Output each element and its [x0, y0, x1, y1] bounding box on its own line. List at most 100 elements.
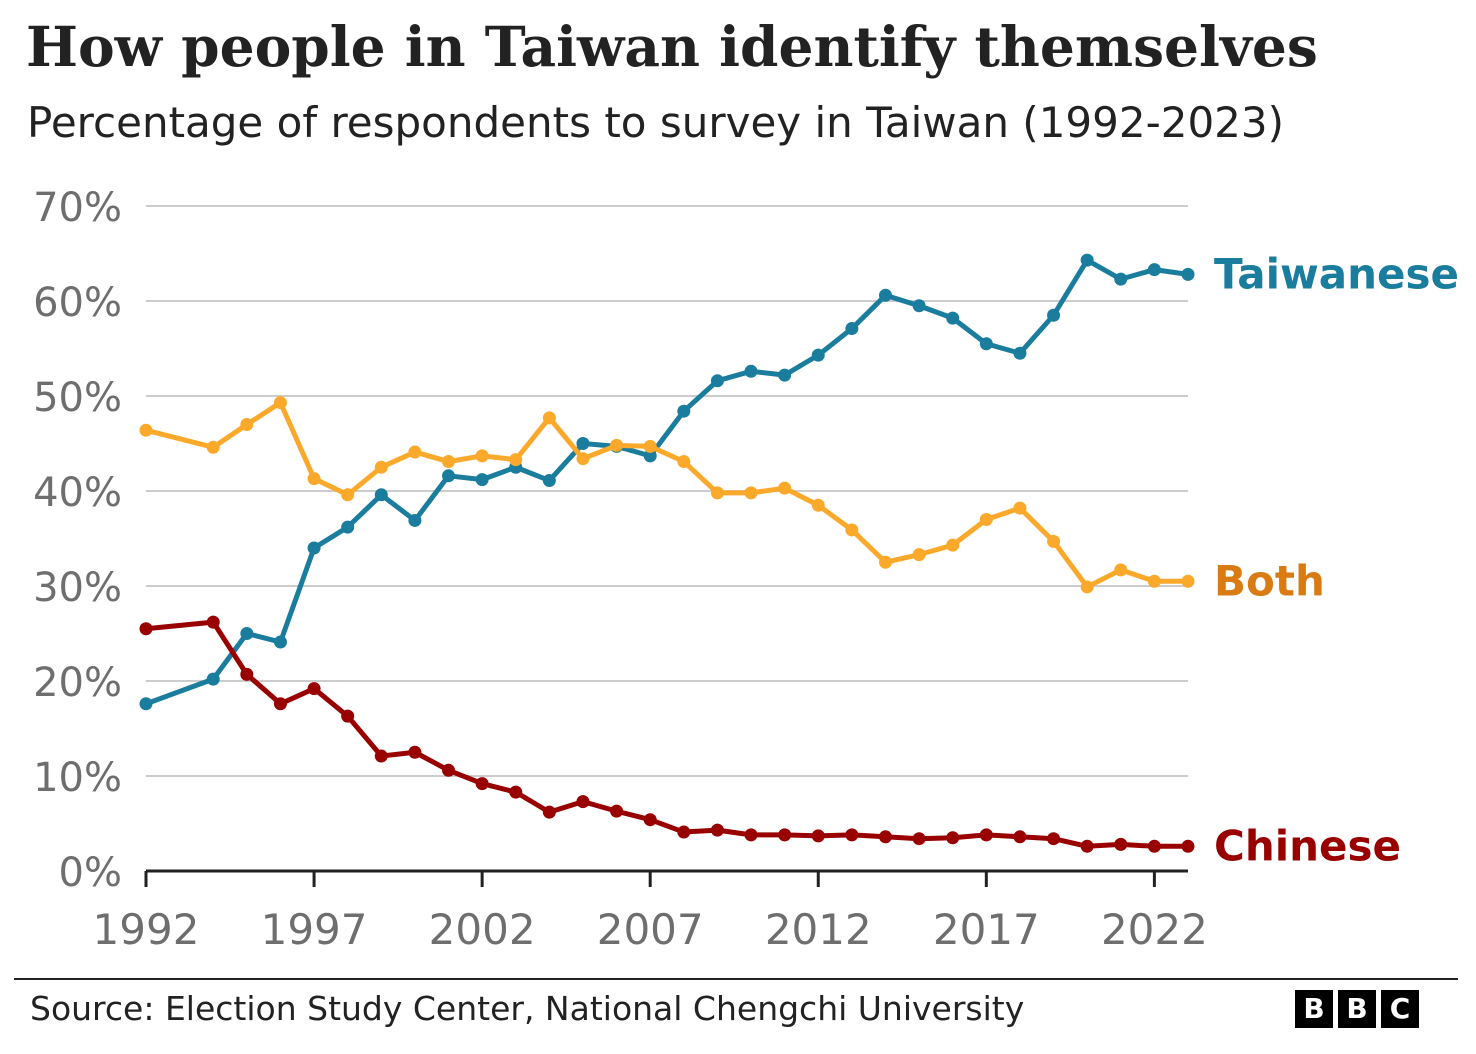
data-point-chinese: [811, 829, 825, 843]
data-point-both: [610, 438, 624, 452]
data-point-both: [341, 488, 355, 502]
x-tick-label: 2007: [597, 905, 704, 954]
data-point-taiwanese: [240, 627, 254, 640]
data-point-taiwanese: [912, 299, 926, 313]
data-point-chinese: [778, 828, 792, 842]
data-point-chinese: [643, 813, 657, 827]
data-point-taiwanese: [1181, 267, 1195, 281]
data-point-chinese: [710, 823, 724, 837]
footer-divider: [14, 978, 1458, 980]
data-point-taiwanese: [139, 697, 153, 711]
x-tick-label: 1992: [93, 905, 200, 954]
data-point-taiwanese: [442, 469, 456, 483]
y-tick-label: 30%: [33, 565, 122, 611]
data-point-chinese: [475, 777, 489, 791]
data-point-both: [206, 440, 220, 454]
data-point-taiwanese: [979, 337, 993, 351]
data-point-taiwanese: [778, 368, 792, 382]
series-line-taiwanese: [143, 257, 1191, 707]
data-point-chinese: [878, 830, 892, 844]
data-point-taiwanese: [878, 288, 892, 302]
data-point-taiwanese: [710, 374, 724, 388]
data-point-taiwanese: [845, 322, 859, 336]
data-point-both: [643, 439, 657, 453]
data-point-taiwanese: [946, 311, 960, 325]
y-tick-label: 50%: [33, 375, 122, 421]
data-point-both: [576, 452, 590, 466]
y-tick-label: 0%: [59, 850, 122, 896]
data-point-chinese: [1181, 839, 1195, 853]
data-point-chinese: [240, 667, 254, 681]
data-point-taiwanese: [677, 404, 691, 418]
data-point-taiwanese: [1080, 253, 1094, 267]
series-label-taiwanese: Taiwanese: [1214, 249, 1459, 298]
data-point-chinese: [1114, 837, 1128, 851]
logo-letter-b2: B: [1338, 990, 1376, 1028]
y-tick-label: 40%: [33, 470, 122, 516]
bbc-logo: B B C: [1295, 990, 1419, 1028]
data-point-both: [811, 498, 825, 512]
data-point-chinese: [341, 709, 355, 723]
data-point-chinese: [912, 832, 926, 846]
chart-subtitle: Percentage of respondents to survey in T…: [27, 98, 1285, 147]
data-point-both: [946, 538, 960, 552]
y-tick-label: 10%: [33, 755, 122, 801]
series-line-chinese: [143, 619, 1191, 849]
data-point-taiwanese: [374, 488, 388, 502]
data-point-both: [979, 513, 993, 526]
data-point-both: [1147, 574, 1161, 588]
data-point-both: [374, 460, 388, 474]
data-point-both: [710, 486, 724, 500]
data-point-both: [1080, 580, 1094, 594]
data-point-chinese: [610, 804, 624, 818]
data-point-both: [744, 486, 758, 500]
series-lines: [139, 253, 1195, 853]
data-point-chinese: [576, 795, 590, 809]
data-point-taiwanese: [307, 541, 321, 555]
data-point-chinese: [1047, 832, 1061, 846]
data-point-chinese: [307, 682, 321, 696]
data-point-taiwanese: [408, 513, 422, 527]
data-point-taiwanese: [643, 449, 657, 463]
data-point-chinese: [845, 828, 859, 842]
y-axis-ticks: 0% 10% 20% 30% 40% 50% 60% 70%: [33, 185, 122, 896]
x-axis-ticks: 1992 1997 2002 2007 2012 2017 2022: [93, 871, 1208, 954]
data-point-chinese: [946, 831, 960, 845]
data-point-both: [273, 396, 287, 410]
series-label-both: Both: [1214, 556, 1325, 605]
data-point-taiwanese: [1013, 346, 1027, 360]
data-point-both: [139, 423, 153, 437]
data-point-both: [677, 455, 691, 469]
data-point-chinese: [206, 615, 220, 629]
data-point-taiwanese: [206, 672, 220, 686]
data-point-chinese: [273, 697, 287, 711]
data-point-taiwanese: [576, 437, 590, 450]
data-point-both: [442, 455, 456, 469]
data-point-taiwanese: [1047, 308, 1061, 322]
data-point-taiwanese: [1147, 263, 1161, 277]
series-labels: Taiwanese Both Chinese: [1214, 249, 1459, 870]
data-point-taiwanese: [744, 364, 758, 378]
y-tick-label: 20%: [33, 660, 122, 706]
data-point-taiwanese: [273, 635, 287, 649]
data-point-both: [845, 523, 859, 537]
data-point-both: [509, 453, 523, 467]
data-point-chinese: [374, 749, 388, 763]
data-point-chinese: [139, 622, 153, 636]
data-point-chinese: [1013, 830, 1027, 844]
source-note: Source: Election Study Center, National …: [30, 989, 1025, 1028]
x-tick-label: 2002: [429, 905, 536, 954]
data-point-both: [307, 472, 321, 486]
data-point-both: [408, 445, 422, 459]
x-tick-label: 2012: [765, 905, 872, 954]
data-point-taiwanese: [811, 348, 825, 362]
data-point-chinese: [1147, 839, 1161, 853]
data-point-chinese: [979, 828, 993, 842]
data-point-chinese: [1080, 839, 1094, 853]
data-point-chinese: [542, 805, 556, 819]
data-point-taiwanese: [475, 473, 489, 487]
data-point-taiwanese: [542, 474, 556, 488]
data-point-both: [778, 481, 792, 495]
data-point-taiwanese: [341, 520, 355, 534]
data-point-both: [475, 449, 489, 463]
